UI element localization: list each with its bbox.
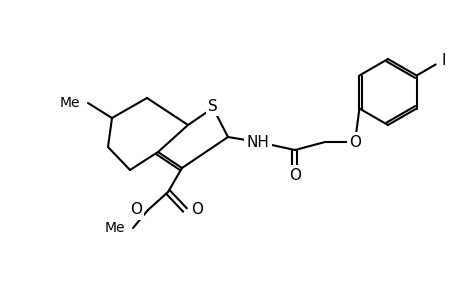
Text: O: O bbox=[190, 202, 202, 217]
Text: O: O bbox=[130, 202, 142, 217]
Text: I: I bbox=[440, 52, 445, 68]
Text: O: O bbox=[288, 167, 300, 182]
Text: O: O bbox=[348, 134, 360, 149]
Text: Me: Me bbox=[104, 221, 125, 235]
Text: S: S bbox=[207, 98, 218, 113]
Text: NH: NH bbox=[246, 134, 269, 149]
Text: Me: Me bbox=[59, 96, 80, 110]
